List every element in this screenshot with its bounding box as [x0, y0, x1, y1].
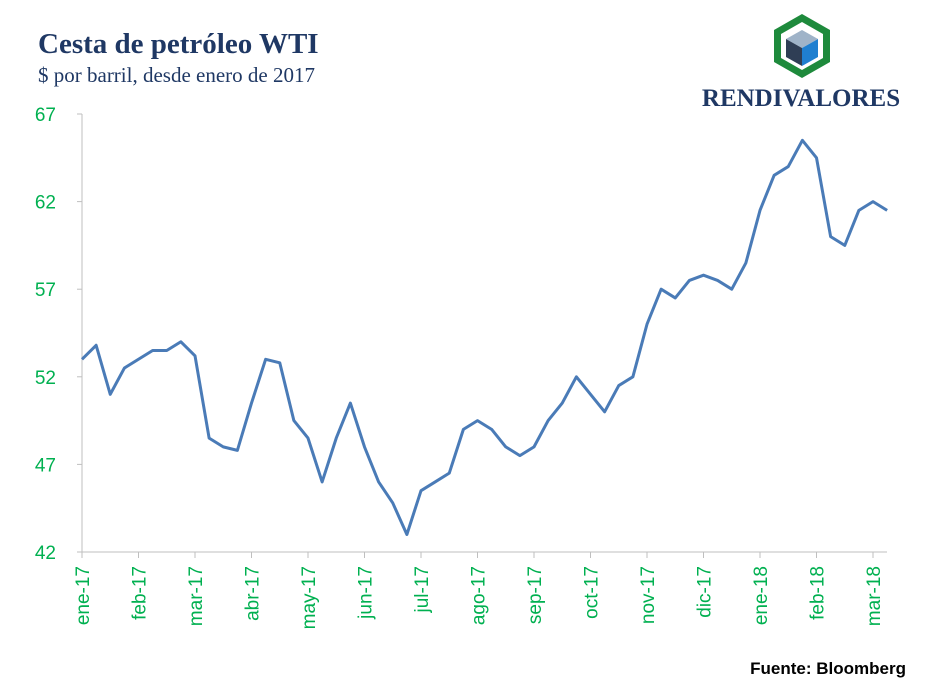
- x-tick-label: mar-17: [186, 566, 207, 626]
- y-tick-label: 42: [35, 543, 56, 564]
- x-tick-label: nov-17: [638, 566, 659, 624]
- y-tick-label: 62: [35, 193, 56, 214]
- x-tick-label: mar-18: [864, 566, 885, 626]
- chart-title: Cesta de petróleo WTI: [38, 28, 319, 60]
- x-tick-label: abr-17: [243, 566, 264, 621]
- chart-subtitle: $ por barril, desde enero de 2017: [38, 63, 315, 87]
- data-line: [80, 138, 888, 536]
- x-tick-label: dic-17: [695, 566, 716, 618]
- x-tick-label: ene-17: [73, 566, 94, 625]
- x-tick-label: oct-17: [582, 566, 603, 619]
- x-tick-label: feb-17: [130, 566, 151, 620]
- logo-text: RENDIVALORES: [702, 85, 900, 112]
- x-tick-label: sep-17: [525, 566, 546, 624]
- x-tick-label: ene-18: [751, 566, 772, 625]
- y-tick-label: 47: [35, 455, 56, 476]
- y-tick-label: 67: [35, 105, 56, 126]
- x-tick-label: jun-17: [356, 566, 377, 620]
- logo-icon: [774, 14, 830, 78]
- y-tick-label: 57: [35, 280, 56, 301]
- x-tick-label: feb-18: [808, 566, 829, 620]
- x-tick-label: ago-17: [469, 566, 490, 625]
- y-tick-label: 52: [35, 368, 56, 389]
- x-tick-label: may-17: [299, 566, 320, 629]
- source: Fuente: Bloomberg: [750, 659, 906, 678]
- x-tick-label: jul-17: [412, 566, 433, 613]
